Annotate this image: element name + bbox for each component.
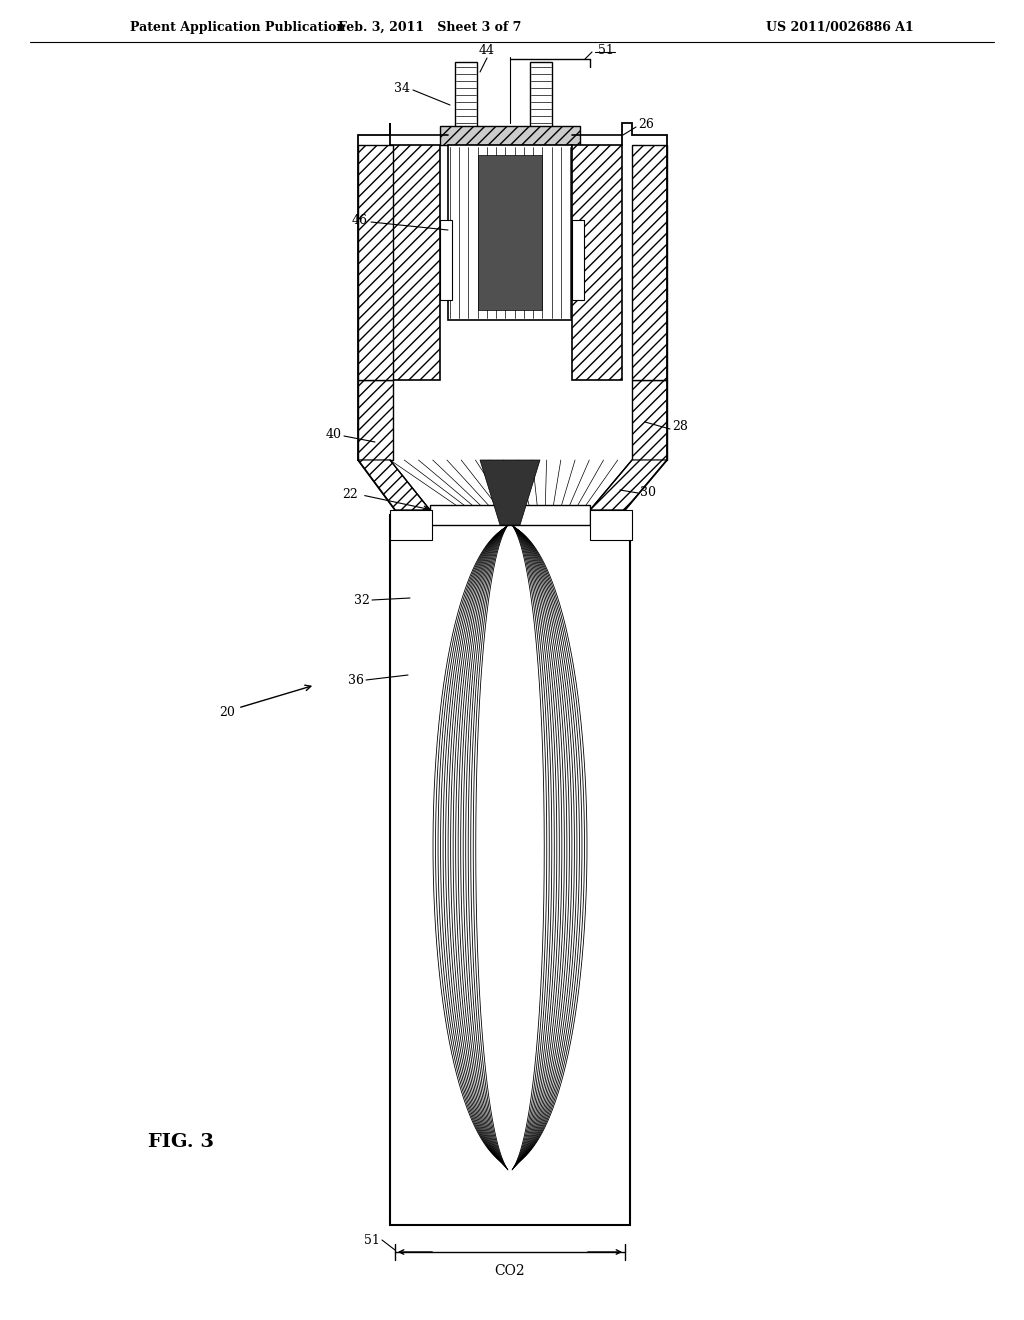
Text: CO2: CO2 — [495, 1265, 525, 1278]
Text: US 2011/0026886 A1: US 2011/0026886 A1 — [766, 21, 913, 33]
Bar — [590, 510, 632, 540]
Bar — [358, 145, 393, 380]
Text: Patent Application Publication: Patent Application Publication — [130, 21, 345, 33]
Text: 22: 22 — [342, 488, 358, 502]
Bar — [390, 515, 630, 1225]
Polygon shape — [480, 459, 540, 525]
Text: 30: 30 — [640, 487, 656, 499]
Text: Feb. 3, 2011   Sheet 3 of 7: Feb. 3, 2011 Sheet 3 of 7 — [338, 21, 521, 33]
Bar — [572, 145, 622, 380]
Text: FIG. 3: FIG. 3 — [148, 1133, 214, 1151]
Bar — [632, 380, 667, 459]
Bar — [530, 62, 552, 128]
Bar — [390, 510, 432, 540]
Bar — [449, 145, 572, 319]
Polygon shape — [590, 459, 667, 510]
Bar — [455, 62, 477, 128]
Polygon shape — [358, 459, 430, 510]
Text: 36: 36 — [348, 673, 364, 686]
Text: 26: 26 — [638, 119, 654, 132]
Bar — [440, 220, 452, 300]
Text: 34: 34 — [394, 82, 410, 95]
Bar — [632, 145, 667, 380]
Text: 40: 40 — [326, 428, 342, 441]
Text: 46: 46 — [352, 214, 368, 227]
Bar — [358, 380, 393, 459]
Text: 51: 51 — [365, 1233, 380, 1246]
Text: 20: 20 — [219, 705, 234, 718]
Bar — [572, 220, 584, 300]
Text: 51: 51 — [598, 44, 613, 57]
Text: 44: 44 — [479, 44, 495, 57]
Bar — [390, 145, 440, 380]
Text: 32: 32 — [354, 594, 370, 606]
Text: 28: 28 — [672, 421, 688, 433]
Bar — [478, 154, 542, 310]
Bar — [440, 125, 580, 145]
Bar — [430, 506, 590, 525]
